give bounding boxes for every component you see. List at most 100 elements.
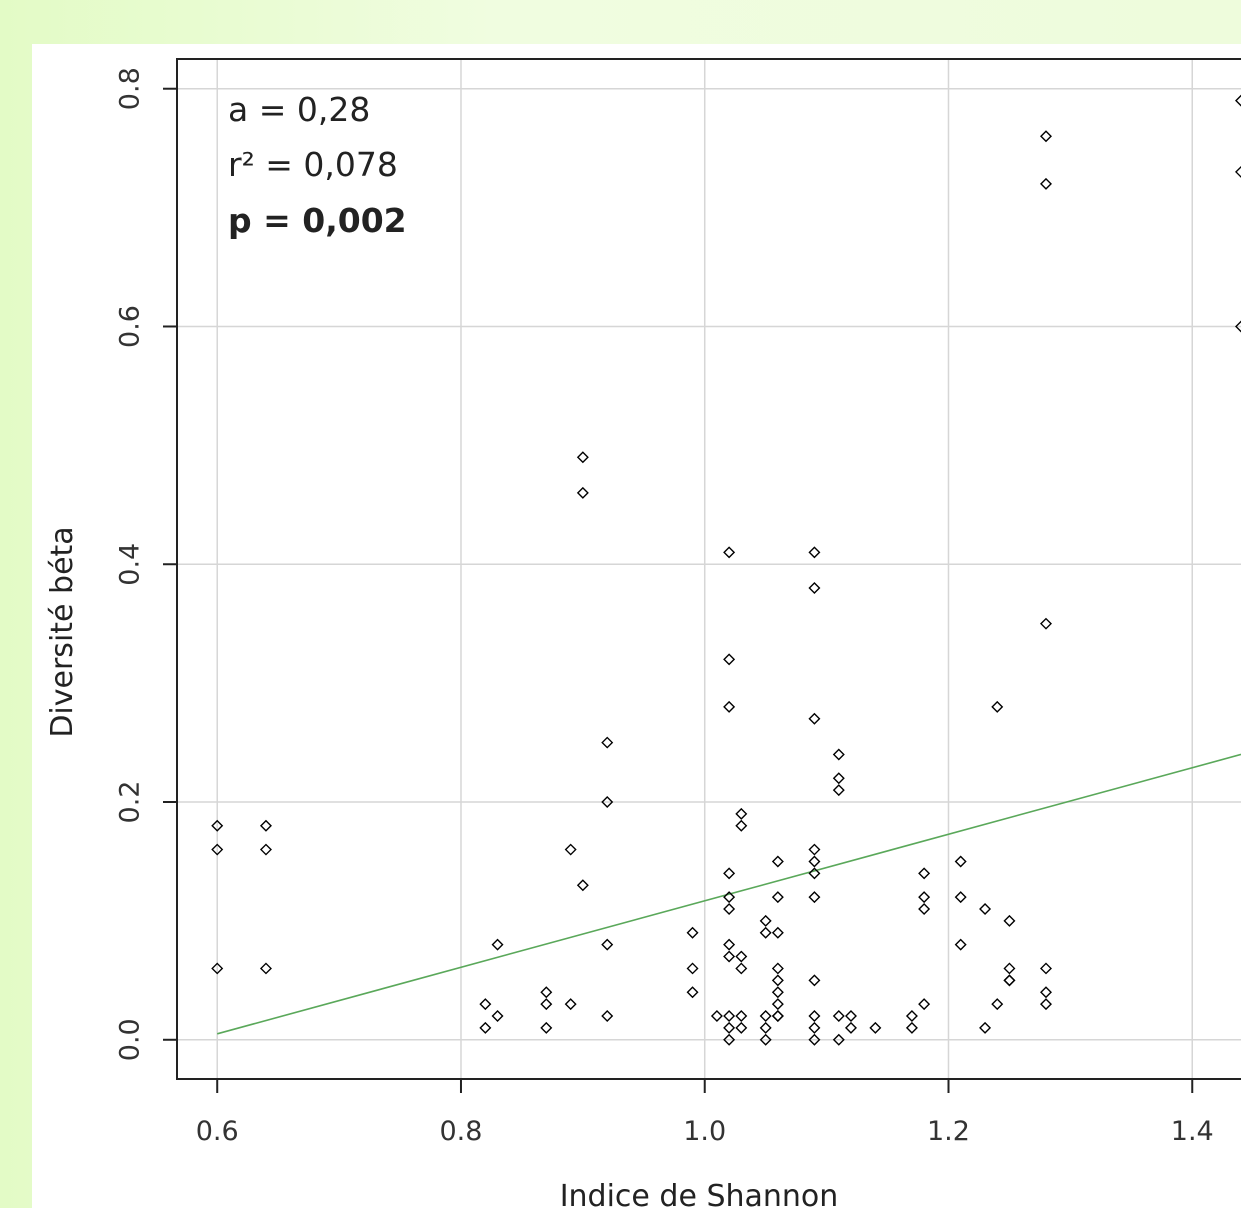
data-point [601, 796, 614, 808]
data-point [808, 1021, 821, 1034]
x-tick-label: 0.8 [440, 1116, 483, 1147]
data-point [771, 855, 784, 868]
x-tick-label: 1.4 [1171, 1116, 1214, 1147]
p-value-annotation: p = 0,002 [228, 201, 407, 240]
data-point [808, 974, 821, 987]
y-tick-label: 0.0 [114, 1018, 145, 1061]
y-axis-title: Diversité béta [45, 526, 80, 737]
data-point [686, 962, 699, 975]
regression-line [217, 753, 1241, 1035]
data-point [954, 855, 967, 868]
data-point [918, 891, 931, 904]
data-point [918, 903, 931, 915]
data-point [808, 855, 821, 868]
data-point [723, 903, 736, 915]
data-point [259, 843, 272, 856]
data-point [979, 903, 992, 915]
data-point [601, 736, 614, 749]
data-point [991, 998, 1004, 1011]
grid-lines [177, 59, 1241, 1079]
data-point [808, 1010, 821, 1022]
data-point [723, 867, 736, 880]
data-point [832, 1033, 845, 1046]
y-tick-label: 0.6 [114, 305, 145, 348]
data-point [576, 451, 589, 464]
data-point [1040, 617, 1052, 630]
data-point [832, 1010, 845, 1022]
data-point [723, 1021, 736, 1034]
plot-frame [176, 58, 1241, 1080]
data-point [723, 938, 736, 951]
data-point [771, 998, 784, 1011]
data-point [211, 843, 224, 856]
x-axis-ticks: 0.6 0.8 1.0 1.2 1.4 [196, 1079, 1214, 1147]
y-tick-label: 0.8 [114, 67, 145, 110]
data-point [759, 1033, 772, 1046]
data-point [1235, 94, 1241, 107]
data-point [832, 784, 845, 797]
data-point [1040, 986, 1052, 999]
data-point [905, 1021, 918, 1034]
data-point [832, 748, 845, 761]
data-point [211, 819, 224, 832]
data-point [771, 891, 784, 904]
data-point [954, 891, 967, 904]
data-point [211, 962, 224, 975]
data-point [808, 843, 821, 856]
data-point [918, 998, 931, 1011]
data-point [686, 926, 699, 939]
data-point [1040, 130, 1052, 143]
data-point [723, 1010, 736, 1022]
data-point [808, 891, 821, 904]
data-point [723, 891, 736, 904]
data-point [564, 843, 577, 856]
data-point [905, 1010, 918, 1022]
data-point [735, 819, 748, 832]
data-point [1003, 974, 1016, 987]
data-point [735, 1010, 748, 1022]
data-point [1003, 974, 1016, 987]
data-point [869, 1021, 882, 1034]
data-point [954, 938, 967, 951]
data-point [759, 1010, 772, 1022]
data-point [723, 700, 736, 713]
data-point [991, 700, 1004, 713]
data-point [844, 1010, 857, 1022]
data-point [844, 1021, 857, 1034]
data-point [576, 879, 589, 892]
data-point [564, 998, 577, 1011]
data-point [1235, 320, 1241, 333]
plot-panel: 0.6 0.8 1.0 1.2 1.4 0.0 0.2 0.4 0.6 0.8 a = 0,28… [32, 44, 1241, 1208]
data-point [771, 962, 784, 975]
data-point [1040, 177, 1052, 190]
data-point [808, 867, 821, 880]
data-point [1003, 914, 1016, 927]
data-point [759, 1021, 772, 1034]
data-point [1040, 962, 1052, 975]
data-point [259, 819, 272, 832]
data-point [808, 582, 821, 595]
data-point [1235, 165, 1241, 178]
data-point [479, 1021, 492, 1034]
data-point [918, 867, 931, 880]
y-axis-ticks: 0.0 0.2 0.4 0.6 0.8 [114, 67, 177, 1061]
scatter-chart: 0.6 0.8 1.0 1.2 1.4 0.0 0.2 0.4 0.6 0.8 a = 0,28… [45, 58, 1241, 1208]
data-point [540, 1021, 553, 1034]
data-point [1040, 998, 1052, 1011]
data-point [759, 926, 772, 939]
data-point [735, 807, 748, 820]
data-point [259, 962, 272, 975]
data-point [723, 1033, 736, 1046]
data-point [723, 653, 736, 666]
data-point [735, 950, 748, 963]
x-tick-label: 1.2 [927, 1116, 970, 1147]
x-tick-label: 0.6 [196, 1116, 239, 1147]
data-point [576, 486, 589, 499]
data-point [771, 986, 784, 999]
x-tick-label: 1.0 [683, 1116, 726, 1147]
data-point [723, 950, 736, 963]
x-axis-title: Indice de Shannon [560, 1179, 839, 1208]
data-point [735, 962, 748, 975]
data-point [808, 546, 821, 559]
y-tick-label: 0.4 [114, 543, 145, 586]
